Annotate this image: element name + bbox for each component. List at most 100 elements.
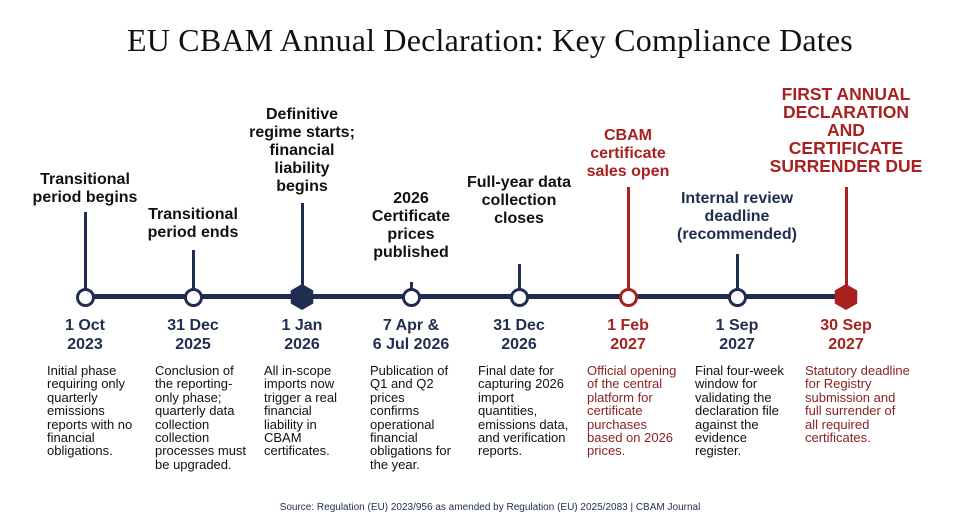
milestone-circle-marker: [727, 287, 747, 307]
milestone-event-label: Definitive regime starts; financial liabili…: [249, 106, 355, 196]
text-line: emissions data,: [478, 416, 569, 432]
text-line: full surrender of: [805, 403, 896, 419]
text-line: processes must: [155, 443, 247, 459]
text-line: liability in: [264, 416, 317, 432]
milestone-description: Statutory deadline for Registry submission…: [805, 363, 910, 446]
text-line: only phase;: [155, 389, 222, 405]
text-line: 2026: [284, 336, 320, 353]
milestone-stem: [83, 212, 87, 296]
text-line: 2026: [393, 190, 429, 207]
milestone-description: Publication of Q1 and Q2 prices confirms ope…: [370, 363, 451, 472]
text-line: Internal review: [680, 190, 794, 207]
text-line: all required: [805, 416, 870, 432]
text-line: financial: [269, 142, 335, 159]
milestone-circle-marker: [401, 287, 421, 307]
page-title: EU CBAM Annual Declaration: Key Complian…: [127, 22, 853, 58]
text-line: trigger a real: [264, 389, 337, 405]
text-line: Conclusion of: [155, 363, 234, 378]
text-line: 2025: [175, 336, 211, 353]
text-line: 31 Dec: [167, 317, 219, 334]
text-line: collection: [155, 430, 210, 446]
text-line: financial: [370, 430, 418, 446]
text-line: collection: [155, 416, 210, 432]
text-line: capturing 2026: [478, 376, 565, 392]
milestone-circle-marker: [509, 287, 529, 307]
milestone-event-label: 2026 Certificate prices published: [372, 190, 450, 262]
text-line: the year.: [370, 456, 420, 472]
text-line: period begins: [32, 189, 138, 206]
text-line: certificate: [587, 403, 643, 419]
text-line: published: [373, 244, 449, 261]
text-line: register.: [695, 443, 742, 459]
text-line: 7 Apr &: [382, 317, 440, 334]
milestone-description: Conclusion of the reporting-only phase; qu…: [155, 363, 247, 472]
text-line: obligations for: [370, 443, 451, 459]
text-line: Final four-week: [695, 363, 784, 378]
text-line: certificate: [590, 145, 666, 162]
text-line: confirms: [370, 403, 420, 419]
text-line: certificates.: [805, 430, 871, 446]
text-line: Certificate: [371, 208, 451, 225]
text-line: 2027: [719, 336, 755, 353]
text-line: certificates.: [264, 443, 330, 459]
text-line: 1 Oct: [64, 317, 106, 334]
text-line: the reporting-: [155, 376, 233, 392]
milestone-stem: [626, 187, 630, 296]
milestone-description: Official opening of the central platform f…: [587, 364, 676, 458]
text-line: based on 2026: [587, 430, 674, 446]
source-note: Source: Regulation (EU) 2023/956 as amen…: [279, 502, 701, 513]
text-line: reports with no: [47, 416, 133, 432]
text-line: for Registry: [805, 376, 872, 392]
milestone-description: Initial phase requiring only quarterly emis…: [47, 364, 132, 458]
text-line: Definitive: [265, 106, 339, 123]
text-line: 2027: [828, 336, 864, 353]
text-line: DECLARATION: [782, 102, 910, 122]
text-line: Q1 and Q2: [370, 376, 434, 392]
milestone-date: 31 Dec 2026: [493, 316, 545, 354]
text-line: Transitional: [148, 206, 238, 223]
text-line: Publication of: [370, 363, 449, 378]
text-line: 2023: [67, 336, 103, 353]
milestone-stem: [844, 187, 848, 296]
text-line: 1 Sep: [715, 317, 759, 334]
milestone-event-label: Transitional period ends: [148, 206, 239, 242]
milestone-stem: [191, 250, 195, 296]
text-line: 6 Jul 2026: [372, 336, 450, 353]
text-line: quarterly: [47, 389, 98, 405]
text-line: be upgraded.: [155, 456, 232, 472]
milestone-stem: [517, 264, 521, 296]
text-line: All in-scope: [264, 363, 332, 378]
milestone-description: Final four-week window for validating the d…: [695, 364, 784, 458]
milestone-stem: [735, 254, 739, 296]
text-line: prices: [370, 389, 405, 405]
milestone-circle-marker: [618, 287, 638, 307]
text-line: quarterly data: [155, 403, 235, 419]
text-line: prices.: [587, 443, 626, 459]
milestone-date: 30 Sep 2027: [820, 316, 872, 354]
text-line: operational: [370, 416, 435, 432]
text-line: Transitional: [40, 171, 130, 188]
milestone-hexagon-marker: [289, 284, 315, 310]
text-line: purchases: [587, 416, 647, 432]
milestone-circle-marker: [75, 287, 95, 307]
text-line: against the: [695, 416, 759, 432]
text-line: requiring only: [47, 376, 126, 392]
text-line: Initial phase: [47, 363, 117, 378]
text-line: and verification: [478, 430, 566, 446]
milestone-description: All in-scope imports now trigger a real fin…: [264, 364, 337, 458]
text-line: validating the: [695, 389, 772, 405]
text-line: period ends: [147, 224, 239, 241]
text-line: CBAM: [264, 430, 302, 446]
milestone-date: 31 Dec 2025: [167, 316, 219, 354]
text-line: Statutory deadline: [805, 363, 910, 378]
text-line: Final date for: [478, 363, 554, 378]
text-line: financial: [264, 403, 312, 419]
milestone-event-label: FIRST ANNUAL DECLARATION AND CERTIFICATE SUR…: [770, 85, 923, 175]
milestone-date: 7 Apr & 6 Jul 2026: [373, 316, 450, 354]
text-line: platform for: [587, 389, 653, 405]
text-line: SURRENDER DUE: [769, 156, 923, 176]
milestone-date: 1 Oct 2023: [65, 316, 105, 354]
text-line: (recommended): [676, 226, 798, 243]
text-line: 2026: [501, 336, 537, 353]
